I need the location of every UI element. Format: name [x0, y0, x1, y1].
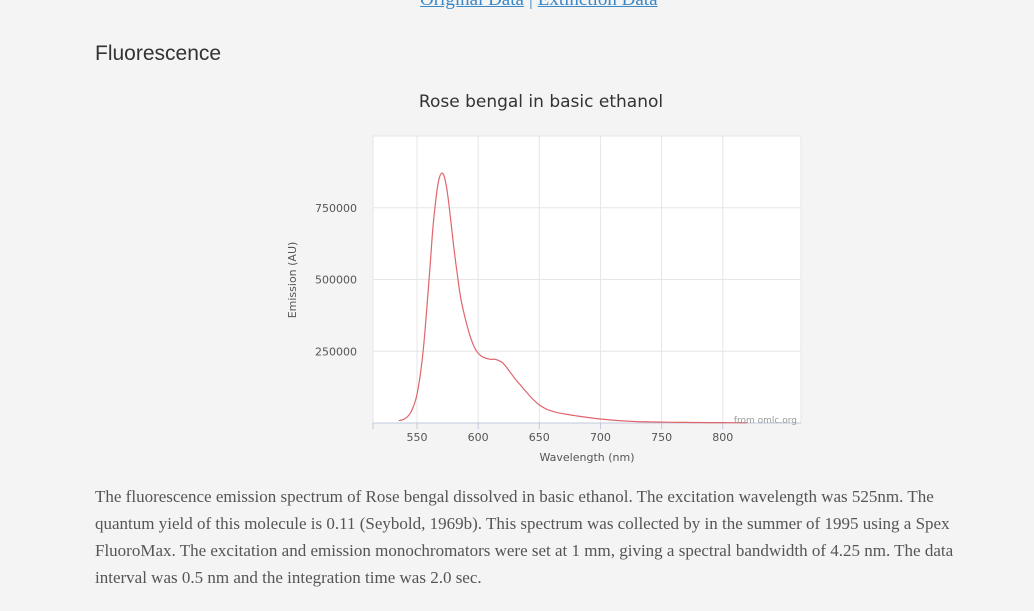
x-tick-label: 550: [407, 431, 428, 444]
section-title: Fluorescence: [95, 42, 222, 65]
x-axis-label: Wavelength (nm): [539, 451, 634, 464]
x-tick-label: 800: [712, 431, 733, 444]
x-tick-label: 650: [529, 431, 550, 444]
emission-series-line: [398, 172, 748, 424]
chart-credit: from omlc.org: [734, 416, 797, 426]
y-tick-label: 750000: [315, 202, 357, 215]
x-tick-label: 700: [590, 431, 611, 444]
extinction-data-link[interactable]: Extinction Data: [538, 0, 658, 10]
series-group: [398, 172, 748, 424]
x-tick-label: 750: [651, 431, 672, 444]
y-axis-label: Emission (AU): [286, 242, 299, 319]
x-tick-label: 600: [468, 431, 489, 444]
y-tick-label: 500000: [315, 274, 357, 287]
y-tick-label: 250000: [315, 345, 357, 358]
fluorescence-chart: Rose bengal in basic ethanol 550 600 650 70…: [286, 92, 802, 464]
data-links: Original Data|Extinction Data: [420, 0, 658, 11]
description-paragraph: The fluorescence emission spectrum of Ro…: [95, 487, 954, 587]
chart-title: Rose bengal in basic ethanol: [419, 92, 663, 112]
original-data-link[interactable]: Original Data: [420, 0, 524, 10]
link-separator: |: [524, 0, 538, 10]
grid: [373, 136, 801, 423]
